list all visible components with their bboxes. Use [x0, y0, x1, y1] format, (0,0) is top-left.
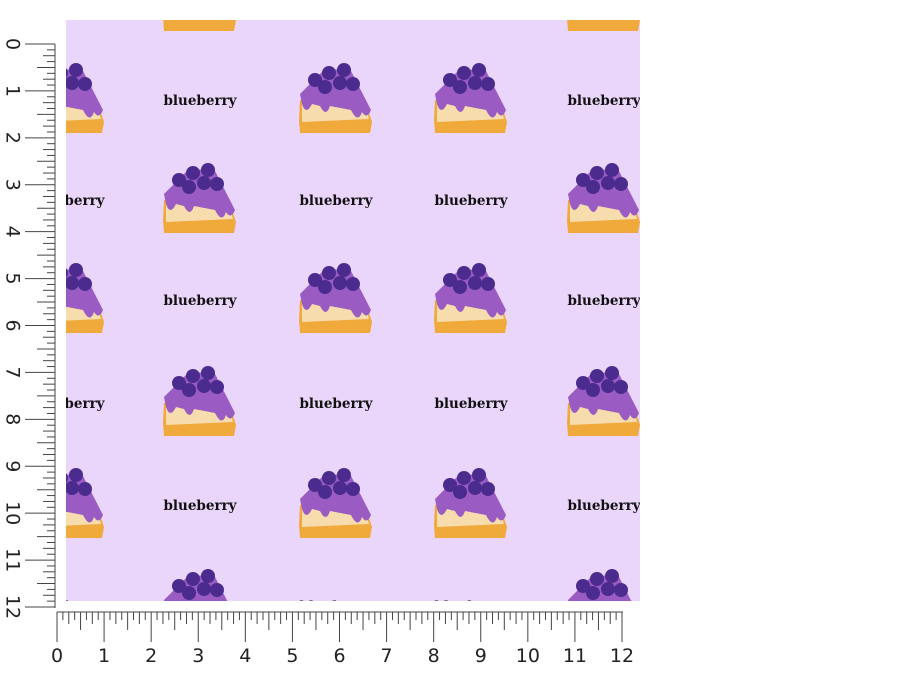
- pattern-word: blueberry: [163, 293, 237, 309]
- pattern-word: blueberry: [434, 599, 508, 615]
- pattern-word: blueberry: [31, 193, 105, 209]
- vertical-ruler-label: 3: [2, 179, 24, 191]
- horizontal-ruler-label: 2: [145, 645, 157, 667]
- pattern-word: blueberry: [31, 396, 105, 412]
- pattern-word: blueberry: [299, 396, 373, 412]
- pattern-word: blueberry: [31, 599, 105, 615]
- pattern-word: blueberry: [434, 396, 508, 412]
- cake-slice: [567, 20, 640, 31]
- pattern-word: blueberry: [31, 0, 105, 7]
- pattern-word: blueberry: [163, 93, 237, 109]
- horizontal-ruler-label: 6: [333, 645, 345, 667]
- horizontal-ruler-label: 1: [98, 645, 110, 667]
- vertical-ruler-label: 1: [2, 85, 24, 97]
- pattern-word: blueberry: [299, 0, 373, 7]
- pattern-word: blueberry: [567, 498, 641, 514]
- vertical-ruler-label: 5: [2, 273, 24, 285]
- vertical-ruler-label: 12: [2, 595, 24, 619]
- horizontal-ruler-label: 3: [192, 645, 204, 667]
- horizontal-ruler-label: 4: [239, 645, 251, 667]
- vertical-ruler-label: 8: [2, 413, 24, 425]
- vertical-ruler-label: 2: [2, 132, 24, 144]
- pattern-word: blueberry: [434, 0, 508, 7]
- horizontal-ruler-label: 11: [563, 645, 587, 667]
- vertical-ruler-label: 6: [2, 319, 24, 331]
- horizontal-ruler-label: 12: [610, 645, 634, 667]
- vertical-ruler-label: 7: [2, 366, 24, 378]
- cake-slice: [163, 20, 236, 31]
- horizontal-ruler-label: 10: [516, 645, 540, 667]
- vertical-ruler-label: 10: [2, 501, 24, 525]
- pattern-word: blueberry: [567, 93, 641, 109]
- horizontal-ruler-label: 0: [51, 645, 63, 667]
- pattern-word: blueberry: [434, 193, 508, 209]
- pattern-word: blueberry: [299, 193, 373, 209]
- horizontal-ruler-label: 8: [428, 645, 440, 667]
- vertical-ruler-label: 9: [2, 460, 24, 472]
- pattern-word: blueberry: [567, 293, 641, 309]
- pattern-word: blueberry: [163, 498, 237, 514]
- pattern-word: blueberry: [299, 599, 373, 615]
- horizontal-ruler-label: 5: [286, 645, 298, 667]
- horizontal-ruler-label: 9: [475, 645, 487, 667]
- vertical-ruler-label: 11: [2, 548, 24, 572]
- horizontal-ruler-label: 7: [381, 645, 393, 667]
- fabric-pattern: blueberry blueberry blueberry blueberry blue…: [31, 0, 641, 615]
- vertical-ruler-label: 4: [2, 226, 24, 238]
- vertical-ruler-label: 0: [2, 38, 24, 50]
